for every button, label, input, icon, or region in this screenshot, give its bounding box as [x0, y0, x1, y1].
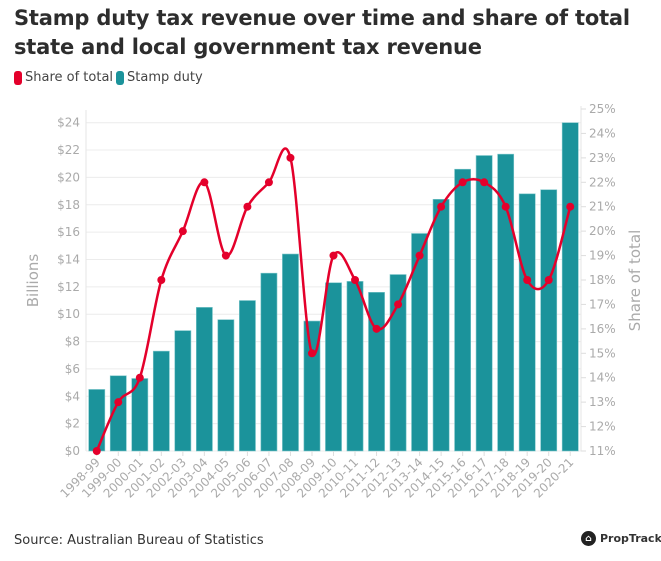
share-point — [372, 324, 381, 333]
bar — [217, 319, 235, 452]
proptrack-logo: ⌂ PropTrack — [581, 531, 661, 546]
y-right-tick-label: 20% — [589, 224, 616, 238]
bar — [518, 193, 536, 452]
share-point — [92, 447, 101, 455]
bar — [346, 281, 364, 452]
share-point — [566, 202, 575, 211]
logo-text: PropTrack — [600, 532, 661, 545]
bar — [325, 282, 342, 452]
share-point — [351, 276, 360, 284]
share-point — [523, 276, 532, 284]
share-point — [458, 178, 467, 187]
legend-swatch-share — [14, 70, 22, 85]
share-point — [243, 202, 252, 211]
share-point — [221, 251, 230, 260]
y-right-tick-label: 25% — [589, 102, 616, 116]
bar — [432, 199, 450, 452]
bar — [454, 168, 472, 452]
y-right-tick-label: 11% — [589, 444, 616, 458]
bar — [561, 122, 579, 452]
chart-title: Stamp duty tax revenue over time and sha… — [14, 6, 630, 59]
y-right-tick-label: 15% — [589, 346, 616, 360]
share-point — [200, 178, 209, 187]
y-tick-label: $16 — [57, 225, 80, 239]
y-tick-label: $14 — [57, 252, 80, 266]
y-tick-label: $2 — [65, 417, 80, 431]
y-right-tick-label: 13% — [589, 395, 616, 409]
y-right-tick-label: 17% — [589, 297, 616, 311]
y-right-tick-label: 18% — [589, 273, 616, 287]
y-right-tick-label: 19% — [589, 249, 616, 263]
source-note: Source: Australian Bureau of Statistics — [14, 533, 264, 548]
bar — [239, 300, 256, 452]
bar — [540, 189, 558, 452]
share-point — [114, 398, 123, 407]
share-point — [157, 276, 166, 284]
share-point — [307, 349, 316, 358]
share-point — [135, 373, 144, 382]
bar — [282, 253, 299, 452]
y-tick-label: $6 — [65, 362, 80, 376]
y-right-tick-label: 14% — [589, 371, 616, 385]
y-right-tick-label: 22% — [589, 175, 616, 189]
y-tick-label: $0 — [65, 444, 80, 458]
y-tick-label: $4 — [65, 389, 80, 403]
y-tick-label: $12 — [57, 280, 80, 294]
bar — [152, 350, 170, 452]
y-tick-label: $20 — [57, 170, 80, 184]
y-tick-label: $24 — [57, 116, 80, 130]
share-point — [178, 227, 187, 236]
y-tick-label: $18 — [57, 198, 80, 212]
y-right-tick-label: 21% — [589, 200, 616, 214]
legend: Share of total Stamp duty — [14, 70, 203, 85]
share-point — [501, 202, 510, 211]
share-point — [286, 153, 295, 162]
share-point — [437, 202, 446, 211]
y-tick-label: $10 — [57, 307, 80, 321]
share-point — [394, 300, 403, 309]
bar — [497, 153, 515, 452]
y-tick-label: $8 — [65, 335, 80, 349]
bar — [195, 307, 213, 452]
bar — [475, 155, 493, 452]
y-right-tick-label: 12% — [589, 420, 616, 434]
legend-swatch-stamp-duty — [116, 70, 125, 85]
bar — [174, 330, 192, 452]
y-right-tick-label: 23% — [589, 151, 616, 165]
y-tick-label: $22 — [57, 143, 80, 157]
house-icon: ⌂ — [581, 531, 596, 546]
share-point — [415, 251, 424, 260]
share-point — [264, 178, 273, 187]
share-point — [329, 251, 338, 260]
bar — [368, 292, 385, 452]
share-point — [480, 178, 489, 187]
legend-item-stamp-duty[interactable]: Stamp duty — [127, 70, 203, 85]
y-right-tick-label: 16% — [589, 322, 616, 336]
legend-item-share[interactable]: Share of total — [25, 70, 114, 85]
y-axis-right-title: Share of total — [626, 230, 644, 332]
bar — [88, 389, 106, 452]
share-point — [544, 276, 553, 284]
bar — [260, 272, 278, 452]
y-axis-title: Billions — [24, 254, 42, 308]
y-right-tick-label: 24% — [589, 126, 616, 140]
